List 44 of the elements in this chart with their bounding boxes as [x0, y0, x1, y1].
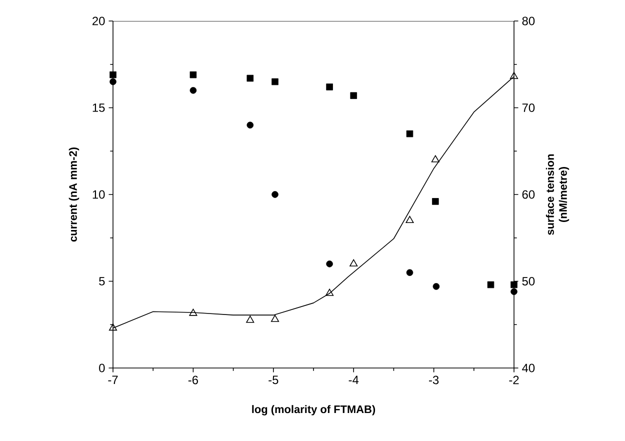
y2-tick-label: 70: [522, 104, 535, 112]
y2-tick-label: 50: [522, 277, 535, 286]
point: [431, 155, 440, 162]
point: [110, 71, 116, 78]
point: [108, 324, 118, 331]
point: [246, 122, 254, 128]
y2-axis-title: surface tension (nM/metre): [546, 154, 570, 235]
x-tick-label: -2: [509, 376, 519, 384]
y-tick-label: 20: [92, 16, 105, 26]
x-tick-label: -5: [268, 376, 278, 384]
x-tick-label: -6: [188, 376, 198, 384]
point: [272, 78, 278, 86]
x-tick-label: -3: [429, 376, 439, 384]
point: [326, 288, 334, 296]
point: [190, 87, 197, 94]
point: [326, 260, 333, 268]
point: [432, 198, 439, 205]
point: [350, 259, 358, 266]
point: [406, 216, 414, 224]
y-tick-label: 5: [99, 277, 105, 286]
y-axis-title: current (nA mm-2): [68, 148, 80, 242]
y2-tick-label: 80: [522, 16, 535, 26]
y-tick-label: 0: [99, 364, 105, 372]
point: [350, 92, 357, 99]
point: [270, 314, 280, 322]
x-tick-label: -7: [108, 376, 118, 384]
point: [110, 78, 116, 86]
point: [189, 308, 198, 316]
y-tick-label: 15: [92, 104, 105, 112]
point: [190, 71, 197, 78]
y2-tick-label: 40: [522, 364, 535, 372]
x-tick-label: -4: [348, 376, 359, 384]
point: [406, 269, 414, 276]
point: [246, 74, 254, 82]
x-axis-title: log (molarity of FTMAB): [252, 405, 376, 416]
point: [326, 84, 333, 90]
point: [246, 316, 254, 323]
y2-tick-label: 60: [522, 190, 535, 199]
point: [406, 130, 414, 138]
point: [510, 72, 518, 80]
point: [432, 283, 440, 290]
point: [272, 191, 278, 198]
y-tick-label: 10: [92, 190, 105, 199]
point: [487, 281, 494, 288]
